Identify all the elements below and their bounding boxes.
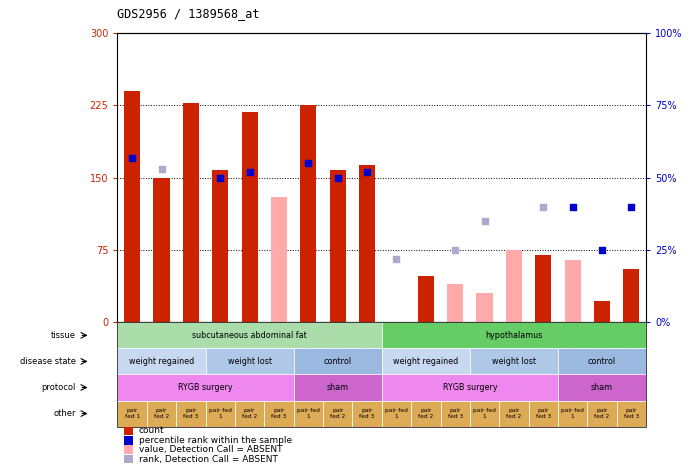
Point [303,159,314,167]
Text: value, Detection Call = ABSENT: value, Detection Call = ABSENT [139,445,283,454]
Text: subcutaneous abdominal fat: subcutaneous abdominal fat [192,331,307,340]
Text: pair fed
1: pair fed 1 [385,409,408,419]
Text: pair
fed 2: pair fed 2 [594,409,609,419]
Point [596,246,607,254]
Text: percentile rank within the sample: percentile rank within the sample [139,436,292,445]
Text: weight lost: weight lost [492,357,536,366]
Text: pair
fed 2: pair fed 2 [418,409,433,419]
Text: count: count [139,427,164,436]
Point [332,174,343,182]
Bar [623,269,639,322]
Text: RYGB surgery: RYGB surgery [178,383,233,392]
Bar [565,260,580,322]
Bar [506,250,522,322]
Text: protocol: protocol [41,383,76,392]
Bar [477,293,493,322]
Point [215,174,226,182]
Bar [594,301,610,322]
Text: pair
fed 3: pair fed 3 [183,409,198,419]
Text: sham: sham [591,383,613,392]
Text: hypothalamus: hypothalamus [485,331,542,340]
Bar [242,112,258,322]
Text: pair
fed 3: pair fed 3 [536,409,551,419]
Bar [330,170,346,322]
Text: pair fed
1: pair fed 1 [209,409,231,419]
Point [244,168,255,176]
Point [626,203,637,210]
Point [126,154,138,161]
Point [361,168,372,176]
Bar [212,170,228,322]
Text: weight regained: weight regained [393,357,458,366]
Bar [124,91,140,322]
Text: sham: sham [327,383,349,392]
Text: weight lost: weight lost [227,357,272,366]
Bar [536,255,551,322]
Text: other: other [53,409,76,418]
Bar [153,178,169,322]
Text: pair
fed 3: pair fed 3 [448,409,463,419]
Bar [447,284,463,322]
Text: GDS2956 / 1389568_at: GDS2956 / 1389568_at [117,7,260,20]
Text: pair fed
1: pair fed 1 [561,409,584,419]
Bar [359,165,375,322]
Bar [271,197,287,322]
Text: pair
fed 2: pair fed 2 [507,409,522,419]
Bar [301,106,316,322]
Text: rank, Detection Call = ABSENT: rank, Detection Call = ABSENT [139,455,278,464]
Text: disease state: disease state [20,357,76,366]
Text: control: control [588,357,616,366]
Point [567,203,578,210]
Text: pair
fed 3: pair fed 3 [624,409,639,419]
Text: pair
fed 2: pair fed 2 [330,409,346,419]
Text: pair
fed 1: pair fed 1 [124,409,140,419]
Text: RYGB surgery: RYGB surgery [442,383,498,392]
Text: pair fed
1: pair fed 1 [297,409,320,419]
Point [538,203,549,210]
Text: pair
fed 3: pair fed 3 [359,409,375,419]
Text: pair fed
1: pair fed 1 [473,409,496,419]
Text: control: control [323,357,352,366]
Text: weight regained: weight regained [129,357,194,366]
Point [156,165,167,173]
Bar [418,276,434,322]
Point [391,255,402,263]
Point [479,217,490,225]
Text: pair
fed 2: pair fed 2 [242,409,257,419]
Text: pair
fed 2: pair fed 2 [154,409,169,419]
Text: pair
fed 3: pair fed 3 [272,409,287,419]
Point [450,246,461,254]
Bar [183,102,199,322]
Text: tissue: tissue [51,331,76,340]
